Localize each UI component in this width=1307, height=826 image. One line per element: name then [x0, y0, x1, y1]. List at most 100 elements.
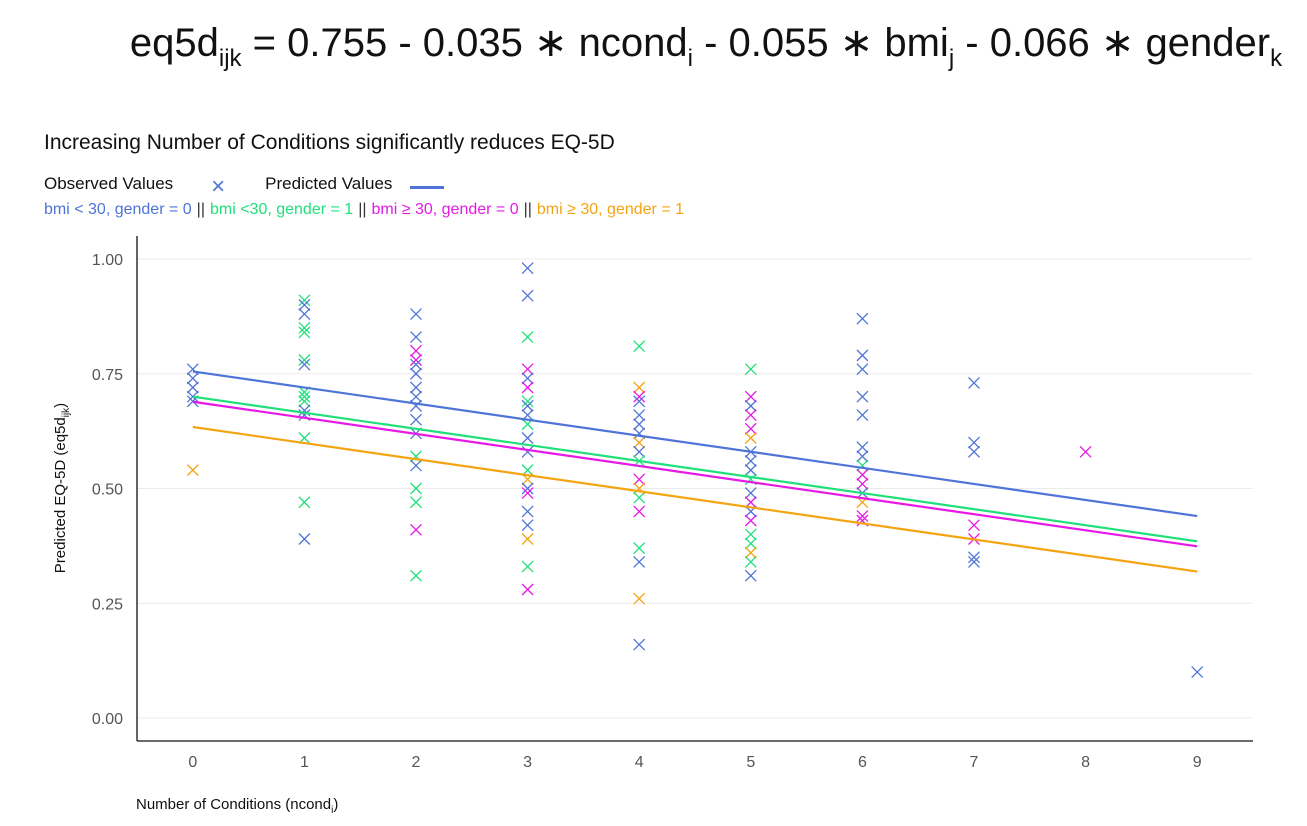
- observed-point: [633, 390, 646, 403]
- observed-point: [521, 381, 534, 394]
- y-tick-label: 0.00: [92, 711, 123, 728]
- x-tick-label: 5: [746, 754, 755, 771]
- observed-point: [298, 395, 311, 408]
- observed-point: [410, 413, 422, 426]
- y-axis-label-end: ): [52, 402, 69, 408]
- observed-point: [410, 367, 422, 380]
- observed-point: [521, 262, 534, 275]
- observed-point: [744, 390, 757, 403]
- observed-point: [410, 496, 422, 509]
- observed-point: [410, 569, 422, 582]
- x-tick-label: 0: [188, 754, 197, 771]
- x-tick-label: 4: [635, 754, 644, 771]
- observed-point: [521, 432, 534, 444]
- observed-point: [410, 459, 422, 472]
- observed-point: [410, 344, 422, 357]
- legend-group-1: bmi <30, gender = 1: [209, 201, 354, 218]
- observed-point: [298, 308, 311, 321]
- observed-point: [856, 390, 869, 403]
- observed-point: [633, 542, 646, 555]
- predicted-line: [192, 395, 1198, 543]
- observed-point: [856, 477, 869, 490]
- observed-point: [633, 395, 646, 408]
- x-tick-label: 8: [1081, 754, 1090, 771]
- equation-sub-j: j: [948, 45, 955, 72]
- observed-point: [633, 638, 646, 651]
- observed-point: [744, 455, 757, 467]
- equation-sub-i: i: [687, 45, 693, 72]
- observed-point: [744, 569, 757, 582]
- model-equation: eq5dijk = 0.755 - 0.035 ∗ ncondi - 0.055…: [0, 20, 1307, 73]
- observed-point: [856, 450, 869, 463]
- y-tick-label: 0.75: [92, 367, 123, 384]
- observed-point: [521, 487, 534, 500]
- equation-term-intercept-ncond: = 0.755 - 0.035 ∗ ncond: [241, 21, 688, 65]
- observed-point: [633, 418, 646, 431]
- observed-point: [968, 519, 980, 532]
- observed-point: [633, 555, 646, 568]
- observed-point: [744, 537, 757, 550]
- observed-point: [744, 409, 757, 422]
- legend-groups: bmi < 30, gender = 0 || bmi <30, gender = …: [44, 201, 684, 219]
- x-axis-label-main: Number of Conditions (ncond: [136, 796, 332, 813]
- x-tick-label: 1: [300, 754, 309, 771]
- legend-group-3: bmi ≥ 30, gender = 1: [536, 201, 684, 218]
- observed-point: [633, 409, 646, 422]
- observed-point: [521, 331, 534, 343]
- observed-point: [521, 482, 534, 495]
- observed-point: [521, 519, 534, 532]
- observed-point: [298, 321, 311, 334]
- x-axis-label: Number of Conditions (ncondi): [136, 796, 338, 816]
- equation-term-bmi: - 0.055 ∗ bmi: [692, 21, 949, 65]
- observed-point: [298, 326, 311, 339]
- observed-point: [633, 445, 646, 458]
- observed-point: [744, 432, 757, 444]
- x-axis-label-end: ): [333, 796, 339, 813]
- observed-point: [298, 298, 311, 311]
- observed-point: [633, 381, 646, 394]
- observed-point: [410, 390, 422, 403]
- observed-point: [744, 546, 757, 559]
- y-tick-label: 0.50: [92, 482, 123, 499]
- chart-subtitle: Increasing Number of Conditions signific…: [44, 131, 615, 154]
- observed-point: [521, 533, 534, 545]
- observed-point: [856, 312, 869, 325]
- predicted-line: [192, 400, 1198, 548]
- y-tick-label: 0.25: [92, 596, 123, 613]
- x-tick-label: 2: [412, 754, 421, 771]
- observed-point: [968, 551, 980, 564]
- observed-point: [410, 358, 422, 371]
- observed-point: [633, 340, 646, 353]
- observed-point: [744, 399, 757, 412]
- legend-observed-label: Observed Values: [44, 174, 174, 193]
- observed-point: [521, 289, 534, 302]
- observed-point: [744, 528, 757, 541]
- observed-point: [856, 363, 869, 376]
- observed-point: [1191, 666, 1204, 679]
- observed-point: [856, 409, 869, 422]
- observed-point: [186, 372, 199, 385]
- legend-separator: ||: [523, 201, 532, 218]
- legend-separator: ||: [196, 201, 205, 218]
- observed-point: [410, 482, 422, 495]
- observed-point: [744, 514, 757, 527]
- observed-point: [968, 376, 980, 389]
- legend-observed-marker-icon: ×: [211, 173, 226, 200]
- observed-point: [856, 349, 869, 362]
- observed-point: [410, 354, 422, 366]
- observed-point: [856, 468, 869, 481]
- observed-point: [1079, 445, 1092, 458]
- observed-point: [744, 555, 757, 568]
- observed-point: [521, 363, 534, 376]
- observed-point: [298, 358, 311, 371]
- observed-point: [744, 487, 757, 500]
- observed-point: [298, 354, 311, 366]
- observed-point: [521, 395, 534, 408]
- observed-point: [633, 491, 646, 504]
- legend-marker-types: Observed Values × Predicted Values: [44, 172, 445, 200]
- observed-point: [186, 464, 199, 477]
- y-axis-label-main: Predicted EQ-5D (eq5d: [52, 417, 69, 574]
- observed-point: [633, 473, 646, 486]
- y-tick-label: 1.00: [92, 252, 123, 269]
